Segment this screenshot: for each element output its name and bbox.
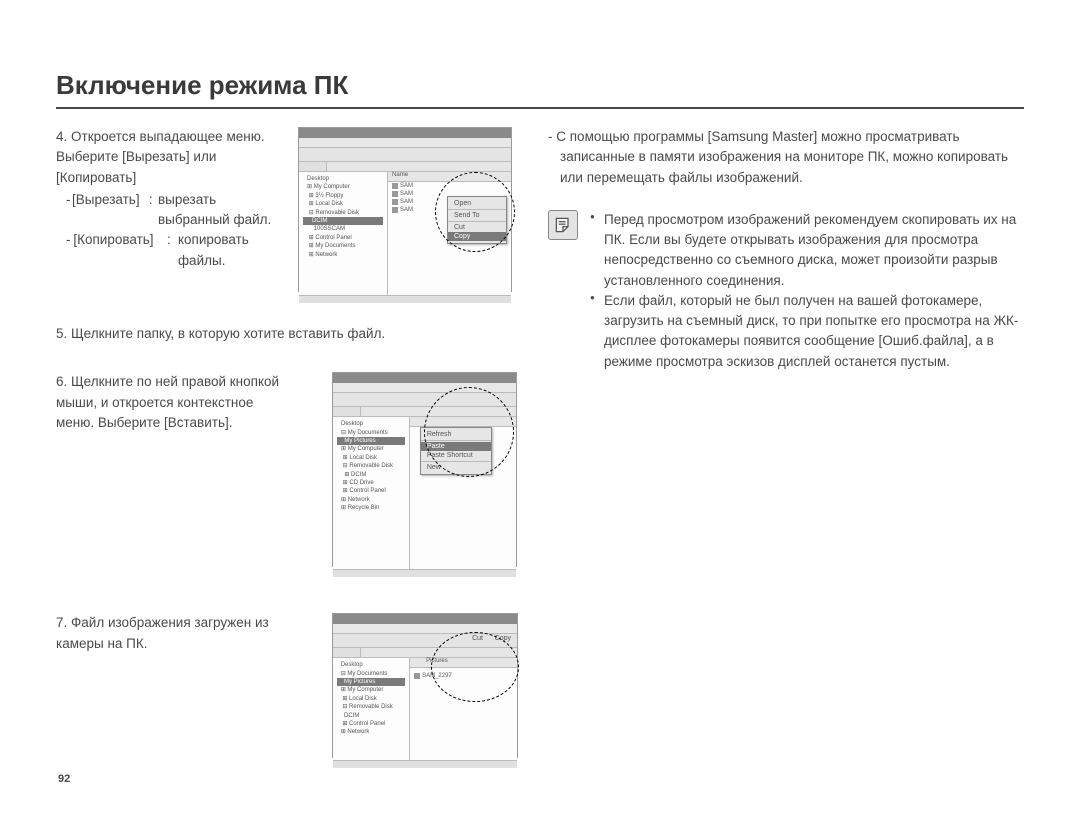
step5-text: 5. Щелкните папку, в которую хотите вста…: [56, 324, 518, 344]
samsung-master-note: - С помощью программы [Samsung Master] м…: [548, 127, 1024, 188]
page-number: 92: [58, 773, 70, 785]
screenshot-loaded-file: Cut Copy Desktop ⊟ My Documents My Pictu…: [332, 613, 518, 758]
def-cut: - [Вырезать] : вырезать выбранный файл.: [56, 190, 290, 231]
note-bullet-2: Если файл, который не был получен на ваш…: [590, 291, 1024, 372]
page-title: Включение режима ПК: [56, 70, 1024, 109]
note-bullet-1: Перед просмотром изображений рекомендуем…: [590, 210, 1024, 291]
screenshot-context-menu-cut-copy: Desktop ⊞ My Computer ⊞ 3½ Floppy ⊞ Loca…: [298, 127, 512, 292]
step7-text: 7. Файл изображения загружен из камеры н…: [56, 613, 272, 654]
step6-text: 6. Щелкните по ней правой кнопкой мыши, …: [56, 372, 290, 433]
step4-intro: 4. Откроется выпадающее меню. Выберите […: [56, 127, 290, 188]
memo-icon: [548, 210, 578, 240]
screenshot-context-menu-paste: Desktop ⊟ My Documents My Pictures ⊞ My …: [332, 372, 517, 567]
def-copy: - [Копировать] : копировать файлы.: [56, 230, 290, 271]
note-block: Перед просмотром изображений рекомендуем…: [548, 210, 1024, 372]
